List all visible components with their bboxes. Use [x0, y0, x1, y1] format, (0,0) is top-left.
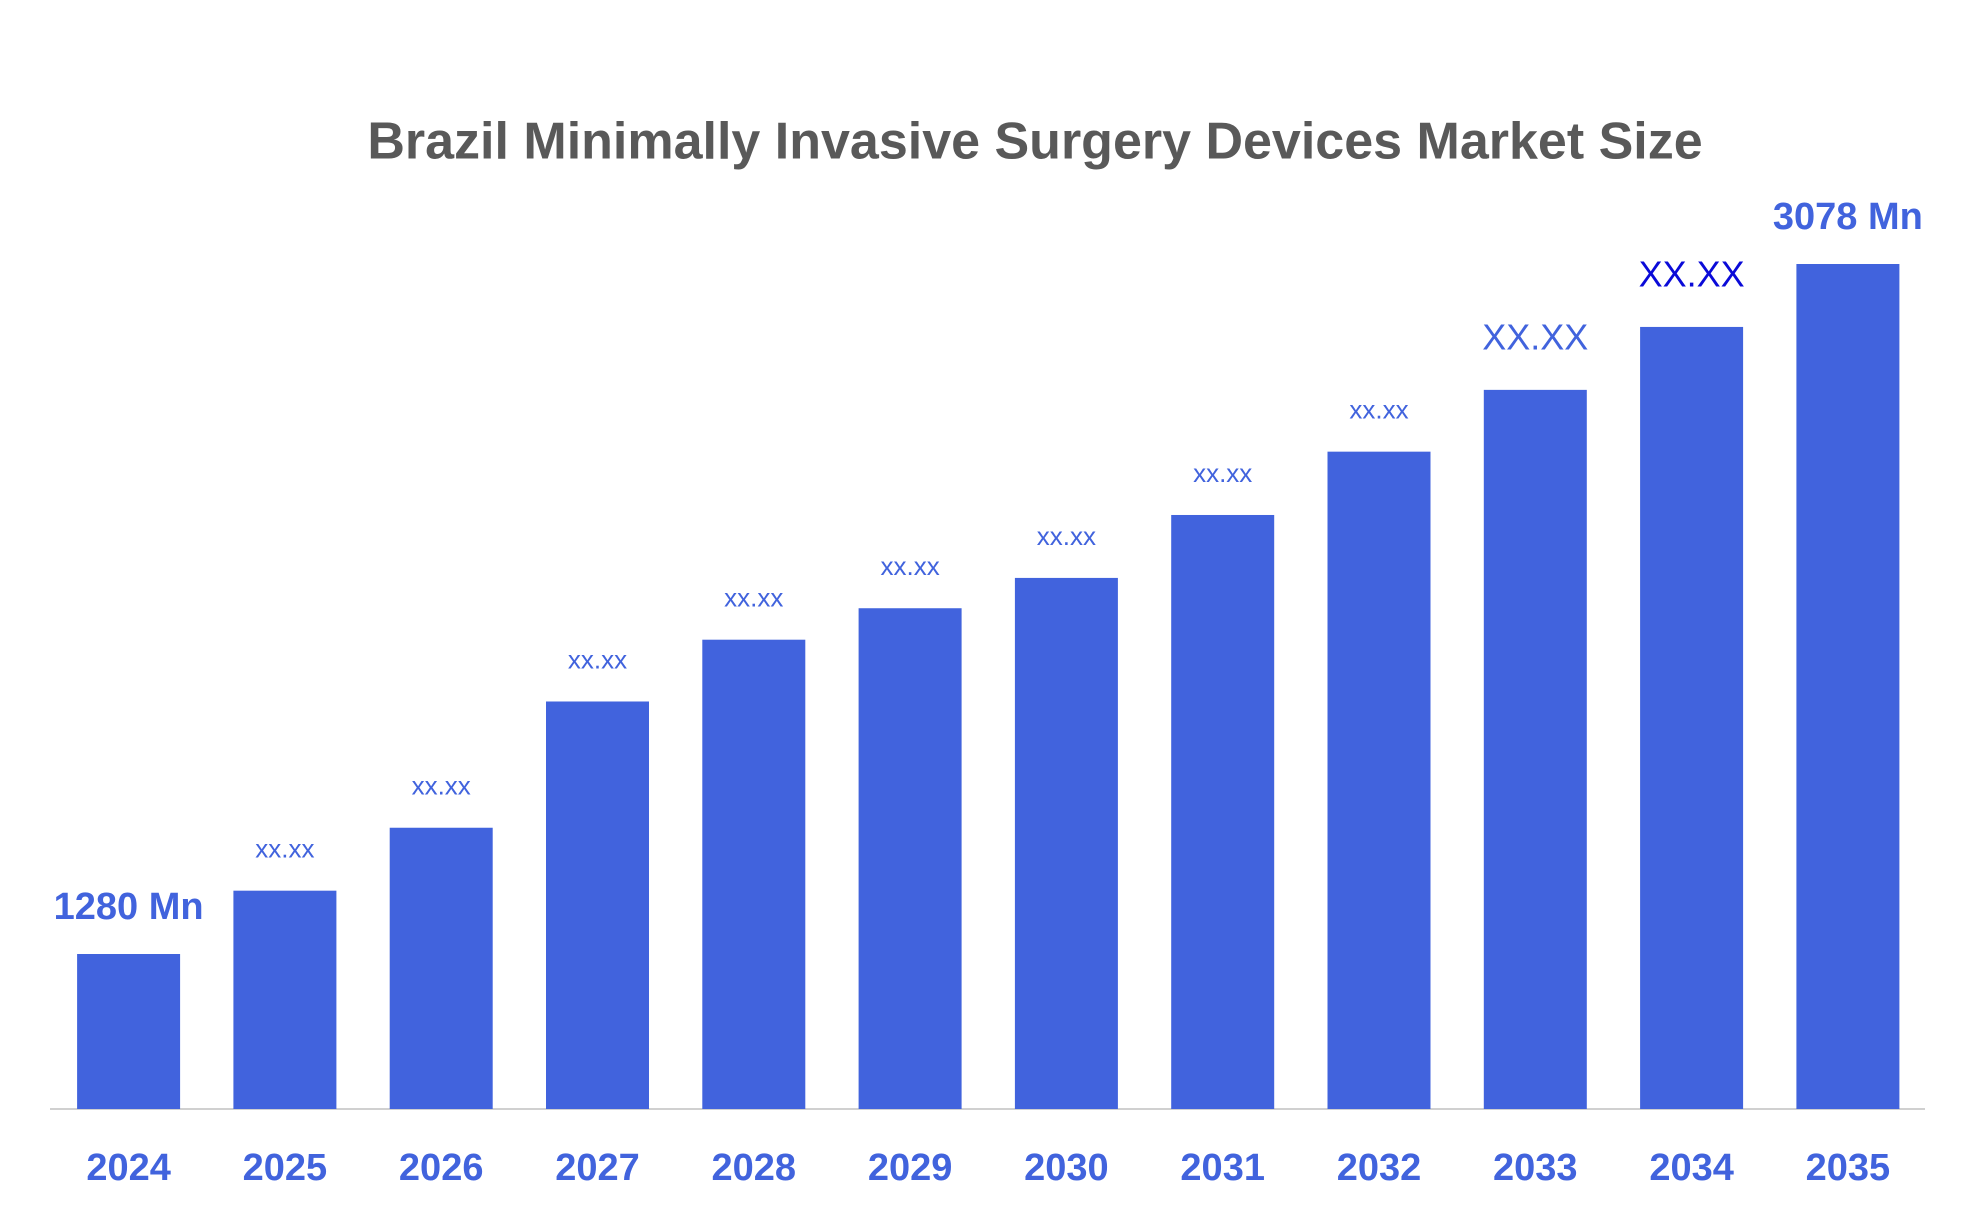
x-tick-label: 2027 [555, 1147, 640, 1189]
value-label: xx.xx [1193, 458, 1252, 488]
x-tick-label: 2034 [1649, 1147, 1734, 1189]
x-tick-label: 2031 [1180, 1147, 1265, 1189]
x-tick-label: 2032 [1337, 1147, 1422, 1189]
x-tick-label: 2035 [1806, 1147, 1891, 1189]
value-label: xx.xx [255, 834, 314, 864]
x-tick-label: 2033 [1493, 1147, 1578, 1189]
value-label: xx.xx [880, 551, 939, 581]
bar [389, 827, 493, 1109]
x-tick-label: 2025 [243, 1147, 328, 1189]
bar [1483, 389, 1587, 1110]
chart-title: Brazil Minimally Invasive Surgery Device… [367, 113, 1702, 171]
bar [1640, 326, 1744, 1109]
value-label: XX.XX [1482, 316, 1588, 357]
value-label: xx.xx [568, 644, 627, 674]
bar [702, 639, 806, 1109]
bar [546, 701, 649, 1109]
value-label: 3078 Mn [1773, 196, 1923, 238]
bar [233, 890, 337, 1109]
value-label: xx.xx [412, 771, 471, 801]
value-label: xx.xx [1349, 395, 1408, 425]
value-label: xx.xx [1037, 521, 1096, 551]
value-label: 1280 Mn [54, 886, 204, 928]
bar [1327, 451, 1431, 1109]
x-tick-label: 2030 [1024, 1147, 1109, 1189]
bar [1171, 514, 1275, 1109]
x-tick-label: 2028 [712, 1147, 797, 1189]
bar [1796, 264, 1900, 1109]
bar [1014, 577, 1118, 1109]
value-label: XX.XX [1639, 253, 1745, 294]
x-tick-label: 2026 [399, 1147, 484, 1189]
bar [858, 608, 962, 1109]
bar [77, 954, 181, 1109]
value-label: xx.xx [724, 583, 783, 613]
x-tick-label: 2029 [868, 1147, 953, 1189]
x-tick-label: 2024 [86, 1147, 171, 1189]
